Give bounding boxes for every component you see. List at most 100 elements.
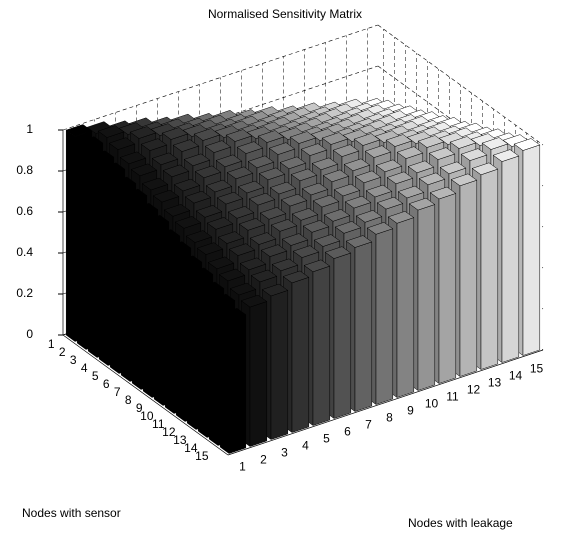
bar-top-face <box>120 188 148 202</box>
bar-top-face <box>385 134 413 147</box>
x-tick-label: 1 <box>239 460 246 474</box>
bar-top-face <box>428 147 456 160</box>
bar-top-face <box>76 136 104 149</box>
bar-front-face <box>522 144 541 356</box>
bar-top-face <box>353 133 381 146</box>
bar-top-face <box>216 191 244 205</box>
bar-top-face <box>119 151 147 165</box>
axis-line <box>62 334 229 456</box>
bar-top-face <box>175 255 203 269</box>
bar-top-face <box>185 230 213 243</box>
bar-top-face <box>161 127 189 140</box>
bar-top-face <box>300 143 328 156</box>
bar-top-face <box>219 308 247 321</box>
bar-top-face <box>343 158 371 172</box>
bar-top-face <box>240 294 268 308</box>
z-tick-label: 0.4 <box>16 245 33 259</box>
bar-front-face <box>291 276 310 433</box>
bar-top-face <box>302 220 330 233</box>
bar-top-face <box>268 142 296 155</box>
bar-top-face <box>140 138 168 151</box>
x-tick-label: 5 <box>323 432 330 446</box>
bar-top-face <box>281 233 309 246</box>
bar-top-face <box>332 144 360 157</box>
bar-top-face <box>173 178 201 192</box>
bar-top-face <box>129 126 157 139</box>
y-tick-label: 8 <box>125 393 132 407</box>
bar-top-face <box>131 203 159 216</box>
bar-left-face <box>76 141 87 350</box>
x-tick-label: 10 <box>425 397 439 411</box>
x-tick-label: 9 <box>407 404 414 418</box>
bar-top-face <box>271 258 299 272</box>
x-tick-label: 15 <box>530 362 544 376</box>
bar-top-face <box>152 189 180 203</box>
bar-top-face <box>418 172 446 186</box>
bar-top-face <box>142 215 170 228</box>
bar-top-face <box>279 156 307 170</box>
bar-top-face <box>257 130 285 143</box>
x-tick-label: 3 <box>281 446 288 460</box>
bar-top-face <box>345 235 373 248</box>
bar-top-face <box>162 164 190 178</box>
bar-top-face <box>460 148 488 161</box>
bar-top-face <box>334 221 362 234</box>
bar-front-face <box>333 252 352 419</box>
y-tick-label: 4 <box>81 361 88 375</box>
bar-left-face <box>197 287 208 438</box>
bar-top-face <box>186 267 214 281</box>
bar-top-face <box>218 268 246 282</box>
bar-top-face <box>236 141 264 154</box>
bar-top-face <box>290 168 318 182</box>
bar-top-face <box>259 207 287 220</box>
z-tick-label: 0.8 <box>16 163 33 177</box>
bar-top-face <box>417 135 445 148</box>
bar-front-face <box>417 204 436 391</box>
bar-top-face <box>481 137 509 150</box>
bar-front-face <box>312 265 331 426</box>
bar-top-face <box>247 155 275 169</box>
bar-top-face <box>228 243 256 256</box>
bar-top-face <box>260 244 288 257</box>
bar-top-face <box>386 171 414 185</box>
bar-top-face <box>151 152 179 166</box>
bar <box>219 308 247 454</box>
bar-top-face <box>313 234 341 247</box>
bar-left-face <box>175 260 186 422</box>
y-tick-label: 7 <box>114 385 121 399</box>
x-tick-label: 12 <box>467 383 481 397</box>
chart-title: Normalised Sensitivity Matrix <box>208 7 362 21</box>
y-tick-label: 13 <box>173 433 187 447</box>
bar-top-face <box>280 193 308 207</box>
bar-front-face <box>228 314 247 454</box>
bar-left-face <box>219 313 230 454</box>
y-tick-label: 6 <box>103 377 110 391</box>
bar-top-face <box>215 154 243 168</box>
bar-top-face <box>364 145 392 158</box>
bar-top-face <box>449 136 477 149</box>
x-tick-label: 6 <box>344 425 351 439</box>
axis-line <box>227 349 544 456</box>
y-tick-label: 14 <box>184 441 198 455</box>
bar-front-face <box>354 241 373 412</box>
bar-top-face <box>194 165 222 179</box>
bar-left-face <box>142 220 153 398</box>
bar-top-face <box>205 179 233 193</box>
y-tick-label: 11 <box>152 417 165 431</box>
bar-left-face <box>65 129 76 342</box>
bar-left-face <box>164 246 175 414</box>
bar-top-face <box>322 169 350 183</box>
bar-top-face <box>258 167 286 181</box>
y-tick-label: 12 <box>162 425 176 439</box>
bar-top-face <box>98 162 126 176</box>
bar-top-face <box>225 129 253 142</box>
x-tick-label: 14 <box>509 369 523 383</box>
bar-top-face <box>238 218 266 231</box>
bar-top-face <box>174 216 202 229</box>
bar-top-face <box>450 173 478 187</box>
bar-left-face <box>109 182 120 374</box>
bar-top-face <box>407 160 435 174</box>
bar-front-face <box>438 193 457 384</box>
bar-top-face <box>249 232 277 245</box>
